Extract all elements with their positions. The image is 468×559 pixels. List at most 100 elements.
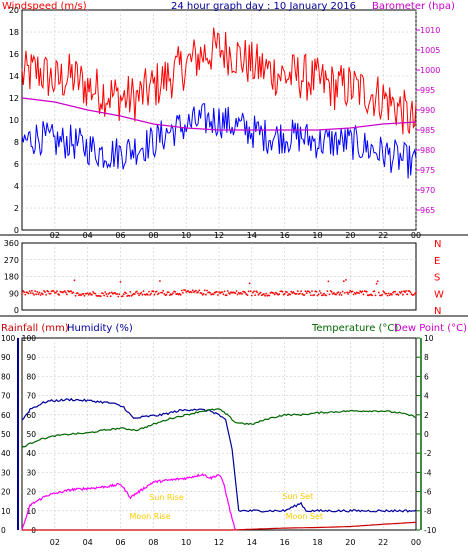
p3-x-tick-label: 22 xyxy=(378,538,388,547)
direction-point xyxy=(128,294,131,297)
direction-point xyxy=(361,290,364,293)
direction-point xyxy=(405,290,407,292)
astro-annotation: Sun Rise xyxy=(149,493,184,502)
direction-point xyxy=(253,290,255,293)
p3-temp-tick-label: 8 xyxy=(424,353,429,362)
direction-point xyxy=(240,292,242,294)
direction-point xyxy=(264,294,266,297)
direction-point xyxy=(252,291,254,294)
p2-y-tick-label: 0 xyxy=(14,306,19,315)
direction-point xyxy=(76,292,79,295)
direction-point xyxy=(212,293,215,296)
direction-point xyxy=(290,290,293,293)
p1-x-tick-label: 18 xyxy=(312,231,322,240)
p2-compass-label: E xyxy=(434,256,440,267)
direction-point xyxy=(122,293,125,296)
direction-point xyxy=(34,290,36,292)
direction-point xyxy=(103,294,105,297)
direction-point xyxy=(147,294,149,296)
direction-point xyxy=(397,294,400,296)
direction-point xyxy=(217,294,219,296)
direction-point xyxy=(148,290,150,293)
direction-point xyxy=(38,291,41,294)
p3-x-tick-label: 06 xyxy=(115,538,125,547)
direction-point xyxy=(184,289,187,291)
p3-x-tick-label: 20 xyxy=(345,538,355,547)
direction-point xyxy=(296,290,299,293)
direction-point xyxy=(215,290,218,293)
p1-y-tick-label: 8 xyxy=(14,138,19,147)
rainfall-label: Rainfall (mm) xyxy=(1,323,69,334)
direction-point xyxy=(155,290,158,293)
direction-point xyxy=(222,293,225,296)
direction-point xyxy=(408,290,411,292)
direction-point xyxy=(35,293,38,296)
p3-rain-tick-label: 90 xyxy=(1,353,11,362)
direction-point xyxy=(106,295,109,298)
direction-point xyxy=(92,291,94,293)
direction-point xyxy=(163,293,166,295)
temperature-series-line xyxy=(21,408,417,449)
p3-x-tick-label: 14 xyxy=(247,538,257,547)
rain-series-line xyxy=(22,521,417,531)
p2-y-tick-label: 90 xyxy=(9,289,19,298)
direction-point xyxy=(377,291,380,294)
direction-point xyxy=(339,291,342,294)
direction-point xyxy=(268,294,271,297)
direction-point xyxy=(165,293,168,296)
direction-point xyxy=(121,295,124,297)
p3-temp-tick-label: -6 xyxy=(424,488,432,497)
direction-point xyxy=(299,292,301,295)
p1-x-tick-label: 20 xyxy=(345,231,355,240)
direction-point xyxy=(116,293,119,295)
p1-y-tick-label: 0 xyxy=(14,226,19,235)
direction-point xyxy=(140,291,143,294)
direction-point xyxy=(203,289,206,292)
direction-point xyxy=(328,293,331,296)
direction-point xyxy=(41,293,44,296)
direction-point xyxy=(406,293,409,296)
direction-point xyxy=(157,292,160,295)
direction-point xyxy=(182,291,184,294)
p1-right-tick-label: 995 xyxy=(420,86,435,95)
axis-labels-layer: 0246810121416182096597097598098599099510… xyxy=(1,6,444,547)
direction-point xyxy=(141,293,144,296)
direction-point xyxy=(346,291,348,294)
direction-point xyxy=(409,291,412,294)
p1-right-tick-label: 980 xyxy=(420,146,435,155)
direction-point xyxy=(28,290,31,293)
p1-right-tick-label: 1000 xyxy=(420,66,440,75)
direction-point xyxy=(305,292,308,294)
direction-point xyxy=(278,293,281,296)
direction-point xyxy=(313,294,316,296)
direction-point xyxy=(44,291,46,293)
p3-hum-tick-label: 50 xyxy=(26,430,36,439)
direction-point xyxy=(235,290,238,292)
direction-point xyxy=(102,292,104,295)
p3-hum-tick-label: 70 xyxy=(26,392,36,401)
p1-right-tick-label: 965 xyxy=(420,206,435,215)
p3-rain-tick-label: 70 xyxy=(1,392,11,401)
p2-compass-label: N xyxy=(434,239,441,250)
direction-point xyxy=(338,293,341,296)
direction-point xyxy=(333,292,335,294)
astro-annotation: Sun Set xyxy=(282,492,313,501)
direction-point xyxy=(382,290,385,292)
direction-point xyxy=(70,290,73,293)
direction-point xyxy=(125,292,127,295)
direction-point xyxy=(94,292,97,295)
p1-y-tick-label: 10 xyxy=(9,116,19,125)
barometer-series-line xyxy=(21,97,417,131)
p1-right-tick-label: 990 xyxy=(420,106,435,115)
direction-point xyxy=(387,292,390,295)
direction-point xyxy=(258,292,261,295)
direction-point xyxy=(159,280,161,282)
p3-hum-tick-label: 80 xyxy=(26,372,36,381)
direction-point xyxy=(22,290,24,292)
direction-point xyxy=(272,292,275,295)
barometer-label: Barometer (hpa) xyxy=(372,1,455,12)
direction-point xyxy=(150,292,153,295)
direction-point xyxy=(104,291,107,293)
series-layer xyxy=(21,27,417,531)
p3-rain-tick-label: 20 xyxy=(1,488,11,497)
